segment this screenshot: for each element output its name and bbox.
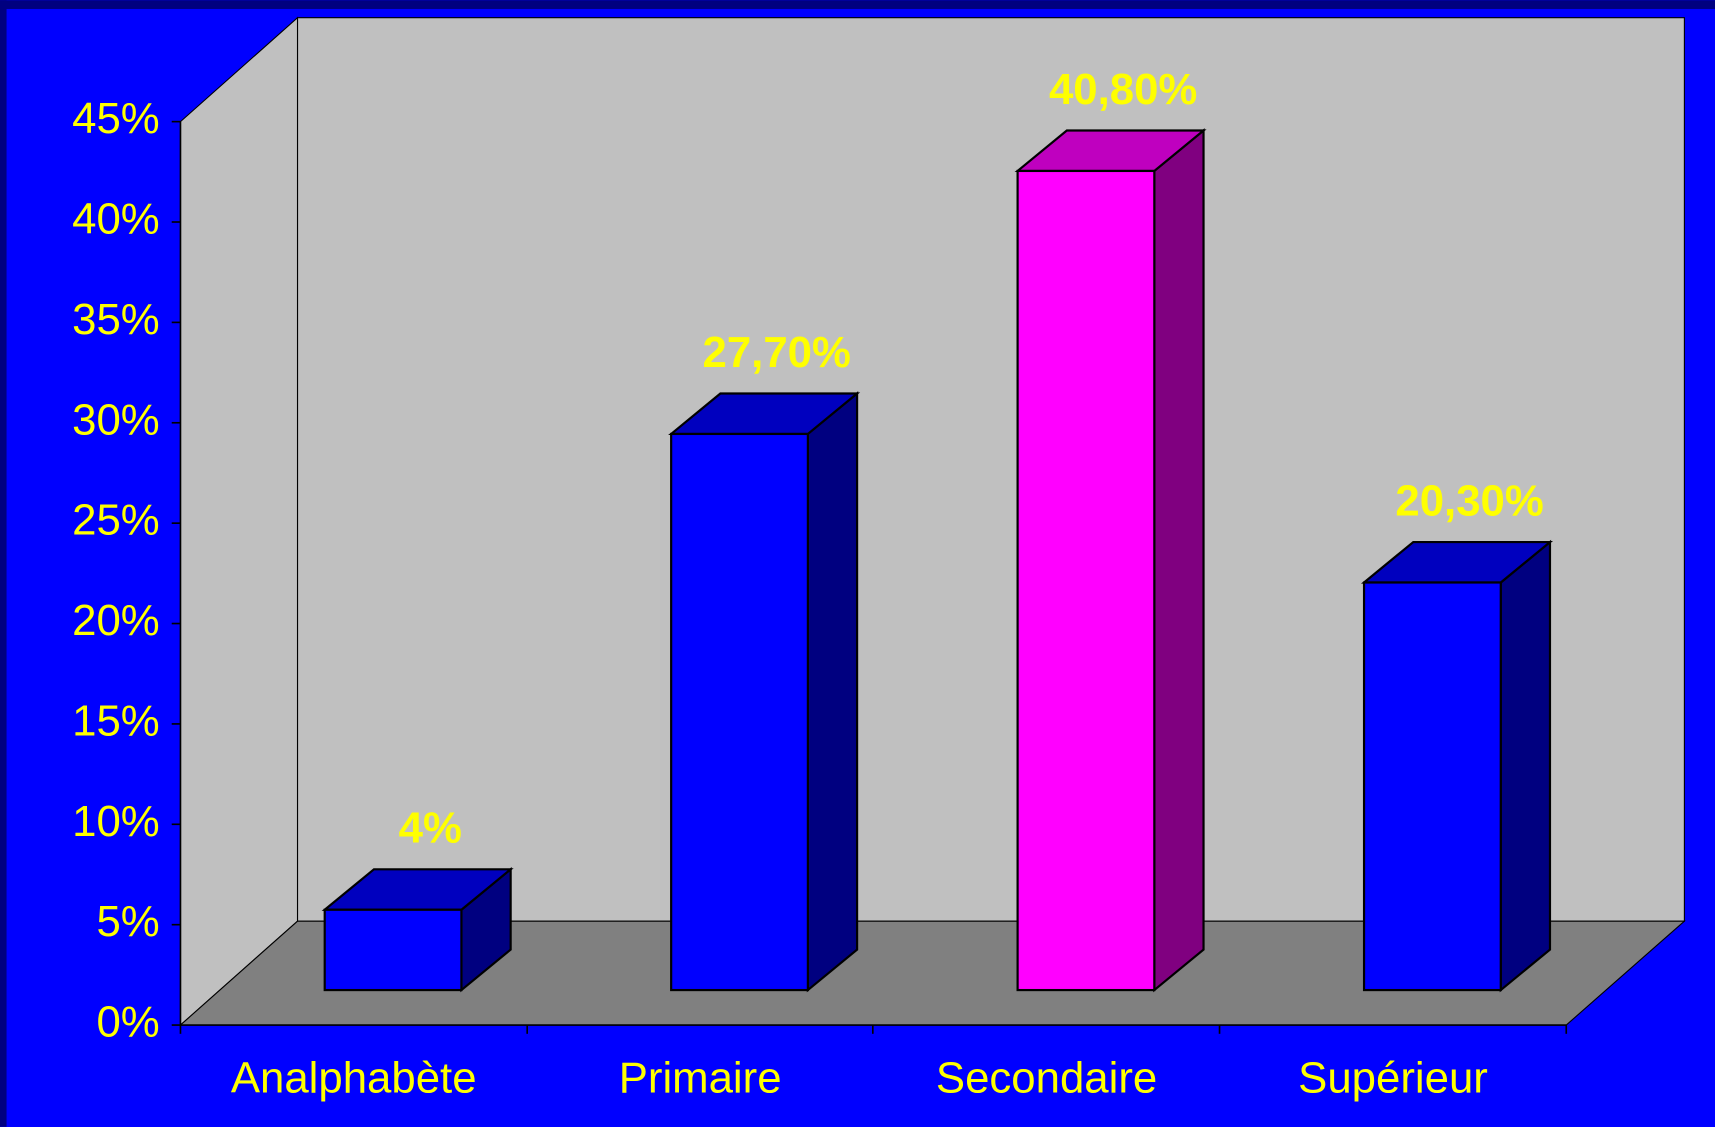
bar-side — [1153, 128, 1205, 993]
value-label: 20,30% — [1395, 476, 1543, 525]
value-label: 40,80% — [1049, 65, 1197, 114]
y-tick-label: 5% — [96, 897, 159, 946]
y-tick-label: 20% — [72, 596, 160, 645]
bar — [323, 908, 463, 992]
x-tick-label: Primaire — [619, 1053, 782, 1102]
y-tick-label: 35% — [72, 295, 160, 344]
top-border — [0, 0, 1715, 9]
bar — [1362, 581, 1502, 992]
x-separators — [179, 1025, 1568, 1034]
bar-side — [1499, 539, 1552, 993]
y-tick-label: 30% — [72, 395, 160, 444]
y-tick-label: 15% — [72, 696, 160, 745]
x-tick-label: Supérieur — [1298, 1053, 1488, 1102]
value-label: 4% — [399, 804, 462, 853]
bar-side — [806, 391, 859, 993]
y-tick-label: 45% — [72, 94, 160, 143]
bar — [1016, 169, 1156, 992]
y-tick-label: 10% — [72, 797, 160, 846]
bar — [670, 432, 809, 992]
value-label: 27,70% — [703, 328, 851, 377]
y-tick-label: 40% — [72, 195, 160, 244]
y-tick-label: 0% — [96, 998, 159, 1047]
x-tick-label: Analphabète — [231, 1053, 477, 1102]
x-tick-label: Secondaire — [936, 1053, 1157, 1102]
side-wall — [179, 16, 299, 1027]
left-border — [0, 0, 7, 1127]
y-tick-label: 25% — [72, 496, 160, 545]
